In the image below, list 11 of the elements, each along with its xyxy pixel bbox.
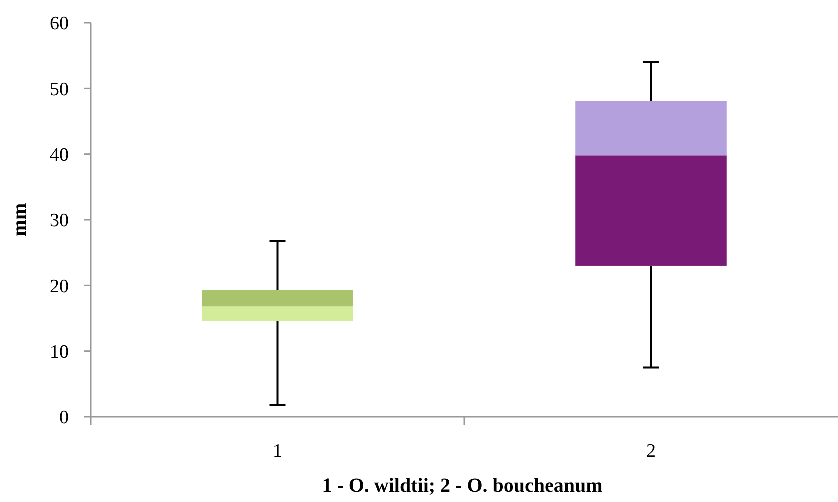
y-tick-label: 0 [60,408,69,429]
y-tick-label: 30 [50,210,69,232]
y-tick-label: 20 [50,276,69,298]
y-tick-label: 60 [50,14,69,35]
x-tick-label: 2 [646,441,656,462]
x-axis-title: 1 - O. wildtii; 2 - O. boucheanum [322,475,604,497]
y-tick-label: 50 [50,79,69,100]
y-axis-title: mm [9,203,31,237]
x-tick-label: 1 [273,441,282,462]
y-tick-label: 40 [50,144,69,166]
y-tick-label: 10 [50,342,69,363]
